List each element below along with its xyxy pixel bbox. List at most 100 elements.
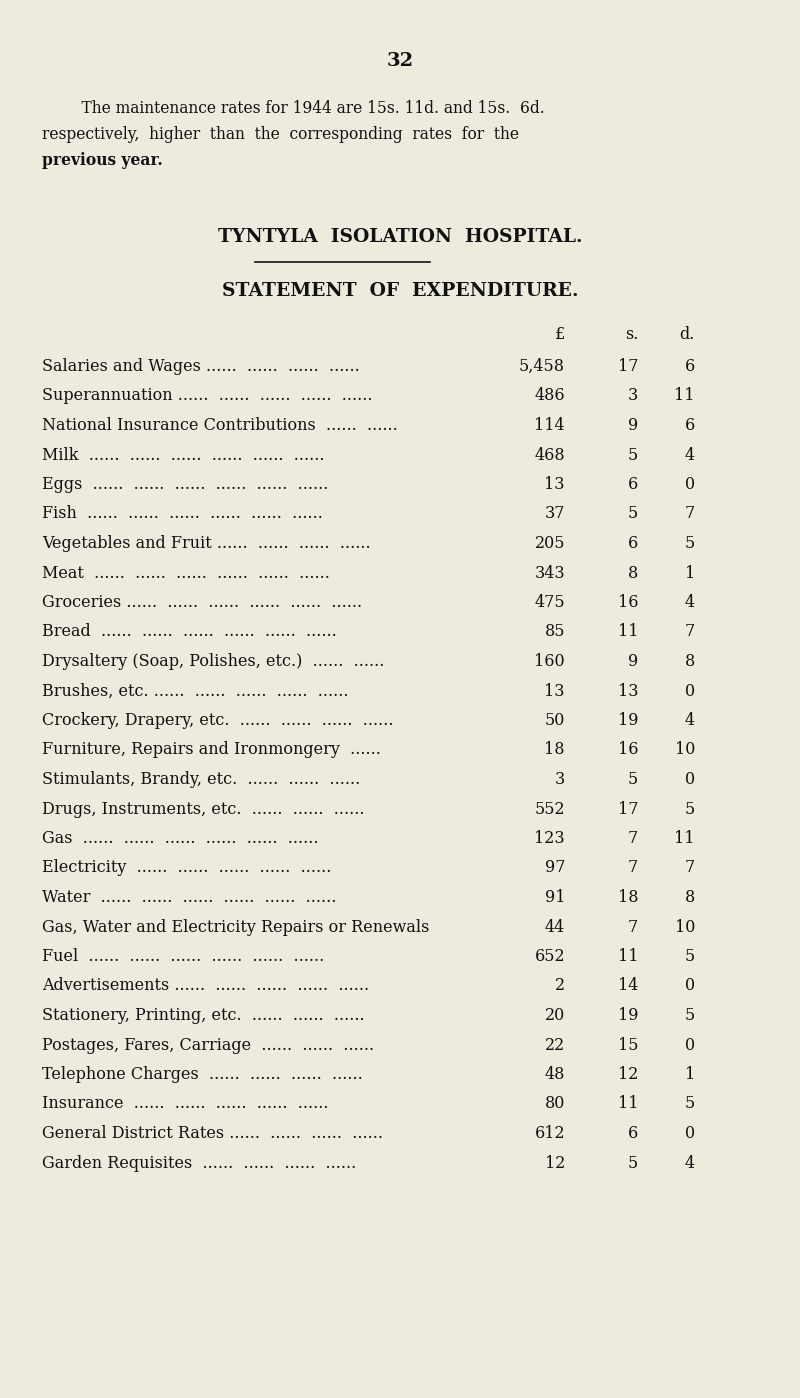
Text: 0: 0 [685,1125,695,1142]
Text: Brushes, etc. ......  ......  ......  ......  ......: Brushes, etc. ...... ...... ...... .....… [42,682,349,699]
Text: 5: 5 [685,801,695,818]
Text: 91: 91 [545,889,565,906]
Text: 11: 11 [618,1096,638,1113]
Text: 6: 6 [628,535,638,552]
Text: Salaries and Wages ......  ......  ......  ......: Salaries and Wages ...... ...... ...... … [42,358,360,375]
Text: Insurance  ......  ......  ......  ......  ......: Insurance ...... ...... ...... ...... ..… [42,1096,329,1113]
Text: Bread  ......  ......  ......  ......  ......  ......: Bread ...... ...... ...... ...... ......… [42,624,337,640]
Text: 4: 4 [685,594,695,611]
Text: Stimulants, Brandy, etc.  ......  ......  ......: Stimulants, Brandy, etc. ...... ...... .… [42,772,360,788]
Text: 16: 16 [618,594,638,611]
Text: 13: 13 [545,682,565,699]
Text: Milk  ......  ......  ......  ......  ......  ......: Milk ...... ...... ...... ...... ...... … [42,446,325,464]
Text: 5: 5 [685,535,695,552]
Text: 486: 486 [534,387,565,404]
Text: 652: 652 [534,948,565,965]
Text: 7: 7 [685,860,695,877]
Text: 205: 205 [534,535,565,552]
Text: 12: 12 [545,1155,565,1172]
Text: 4: 4 [685,712,695,728]
Text: 16: 16 [618,741,638,759]
Text: 7: 7 [685,506,695,523]
Text: National Insurance Contributions  ......  ......: National Insurance Contributions ...... … [42,417,398,433]
Text: 0: 0 [685,475,695,493]
Text: TYNTYLA  ISOLATION  HOSPITAL.: TYNTYLA ISOLATION HOSPITAL. [218,228,582,246]
Text: 7: 7 [628,830,638,847]
Text: 6: 6 [685,417,695,433]
Text: STATEMENT  OF  EXPENDITURE.: STATEMENT OF EXPENDITURE. [222,282,578,301]
Text: 11: 11 [618,948,638,965]
Text: 123: 123 [534,830,565,847]
Text: 22: 22 [545,1036,565,1054]
Text: 11: 11 [674,830,695,847]
Text: Telephone Charges  ......  ......  ......  ......: Telephone Charges ...... ...... ...... .… [42,1067,362,1083]
Text: Electricity  ......  ......  ......  ......  ......: Electricity ...... ...... ...... ...... … [42,860,331,877]
Text: Furniture, Repairs and Ironmongery  ......: Furniture, Repairs and Ironmongery .....… [42,741,381,759]
Text: 475: 475 [534,594,565,611]
Text: 48: 48 [545,1067,565,1083]
Text: The maintenance rates for 1944 are 15s. 11d. and 15s.  6d.: The maintenance rates for 1944 are 15s. … [62,101,545,117]
Text: 11: 11 [674,387,695,404]
Text: 10: 10 [674,918,695,935]
Text: Water  ......  ......  ......  ......  ......  ......: Water ...... ...... ...... ...... ......… [42,889,336,906]
Text: £: £ [554,326,565,343]
Text: 5: 5 [628,506,638,523]
Text: 5: 5 [685,1096,695,1113]
Text: 7: 7 [628,918,638,935]
Text: 7: 7 [685,624,695,640]
Text: Postages, Fares, Carriage  ......  ......  ......: Postages, Fares, Carriage ...... ...... … [42,1036,374,1054]
Text: 17: 17 [618,358,638,375]
Text: 14: 14 [618,977,638,994]
Text: Crockery, Drapery, etc.  ......  ......  ......  ......: Crockery, Drapery, etc. ...... ...... ..… [42,712,394,728]
Text: 8: 8 [685,653,695,670]
Text: s.: s. [625,326,638,343]
Text: Groceries ......  ......  ......  ......  ......  ......: Groceries ...... ...... ...... ...... ..… [42,594,362,611]
Text: 5,458: 5,458 [519,358,565,375]
Text: 17: 17 [618,801,638,818]
Text: Gas, Water and Electricity Repairs or Renewals: Gas, Water and Electricity Repairs or Re… [42,918,430,935]
Text: 160: 160 [534,653,565,670]
Text: 2: 2 [555,977,565,994]
Text: respectively,  higher  than  the  corresponding  rates  for  the: respectively, higher than the correspond… [42,126,519,143]
Text: 0: 0 [685,772,695,788]
Text: 12: 12 [618,1067,638,1083]
Text: Vegetables and Fruit ......  ......  ......  ......: Vegetables and Fruit ...... ...... .....… [42,535,370,552]
Text: 15: 15 [618,1036,638,1054]
Text: 4: 4 [685,1155,695,1172]
Text: previous year.: previous year. [42,152,162,169]
Text: 6: 6 [685,358,695,375]
Text: 343: 343 [534,565,565,582]
Text: 8: 8 [685,889,695,906]
Text: 114: 114 [534,417,565,433]
Text: 13: 13 [545,475,565,493]
Text: 18: 18 [618,889,638,906]
Text: 5: 5 [628,772,638,788]
Text: 4: 4 [685,446,695,464]
Text: 9: 9 [628,653,638,670]
Text: 44: 44 [545,918,565,935]
Text: 7: 7 [628,860,638,877]
Text: Drysaltery (Soap, Polishes, etc.)  ......  ......: Drysaltery (Soap, Polishes, etc.) ......… [42,653,384,670]
Text: 3: 3 [628,387,638,404]
Text: 13: 13 [618,682,638,699]
Text: 20: 20 [545,1007,565,1023]
Text: 1: 1 [685,1067,695,1083]
Text: 11: 11 [618,624,638,640]
Text: 85: 85 [545,624,565,640]
Text: 10: 10 [674,741,695,759]
Text: 3: 3 [554,772,565,788]
Text: d.: d. [680,326,695,343]
Text: Gas  ......  ......  ......  ......  ......  ......: Gas ...... ...... ...... ...... ...... .… [42,830,318,847]
Text: 5: 5 [685,1007,695,1023]
Text: Advertisements ......  ......  ......  ......  ......: Advertisements ...... ...... ...... ....… [42,977,369,994]
Text: 50: 50 [545,712,565,728]
Text: Meat  ......  ......  ......  ......  ......  ......: Meat ...... ...... ...... ...... ...... … [42,565,330,582]
Text: 0: 0 [685,682,695,699]
Text: Garden Requisites  ......  ......  ......  ......: Garden Requisites ...... ...... ...... .… [42,1155,356,1172]
Text: 5: 5 [685,948,695,965]
Text: 32: 32 [386,52,414,70]
Text: 80: 80 [545,1096,565,1113]
Text: Stationery, Printing, etc.  ......  ......  ......: Stationery, Printing, etc. ...... ......… [42,1007,365,1023]
Text: 18: 18 [545,741,565,759]
Text: 19: 19 [618,1007,638,1023]
